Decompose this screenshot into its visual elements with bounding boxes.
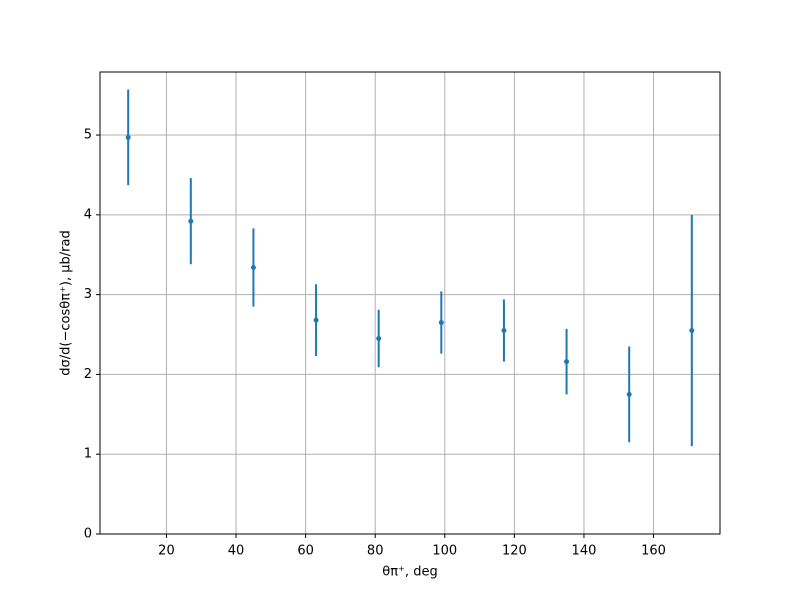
y-tick-label: 4 [84, 207, 92, 222]
x-tick-label: 60 [297, 544, 314, 559]
y-tick-label: 0 [84, 527, 92, 542]
x-tick-label: 120 [502, 544, 527, 559]
data-point [125, 134, 131, 140]
y-tick-label: 3 [84, 287, 92, 302]
y-tick-label: 5 [84, 128, 92, 143]
x-tick-label: 160 [641, 544, 666, 559]
y-axis-label: dσ/d(−cosθπ⁺), μb/rad [59, 230, 74, 375]
data-point [564, 359, 570, 365]
data-point [376, 336, 382, 342]
data-point [188, 218, 194, 224]
x-tick-label: 40 [228, 544, 245, 559]
y-tick-label: 1 [84, 447, 92, 462]
x-tick-label: 80 [367, 544, 384, 559]
x-tick-label: 140 [572, 544, 597, 559]
data-point [689, 328, 695, 334]
plot-frame [99, 71, 721, 535]
x-tick-label: 20 [158, 544, 175, 559]
x-axis-label: θπ⁺, deg [382, 565, 437, 580]
data-point [626, 391, 632, 397]
y-tick-label: 2 [84, 367, 92, 382]
data-point [501, 328, 507, 334]
data-point [313, 317, 319, 323]
data-point [438, 320, 444, 326]
data-point [250, 264, 256, 270]
x-tick-label: 100 [432, 544, 457, 559]
